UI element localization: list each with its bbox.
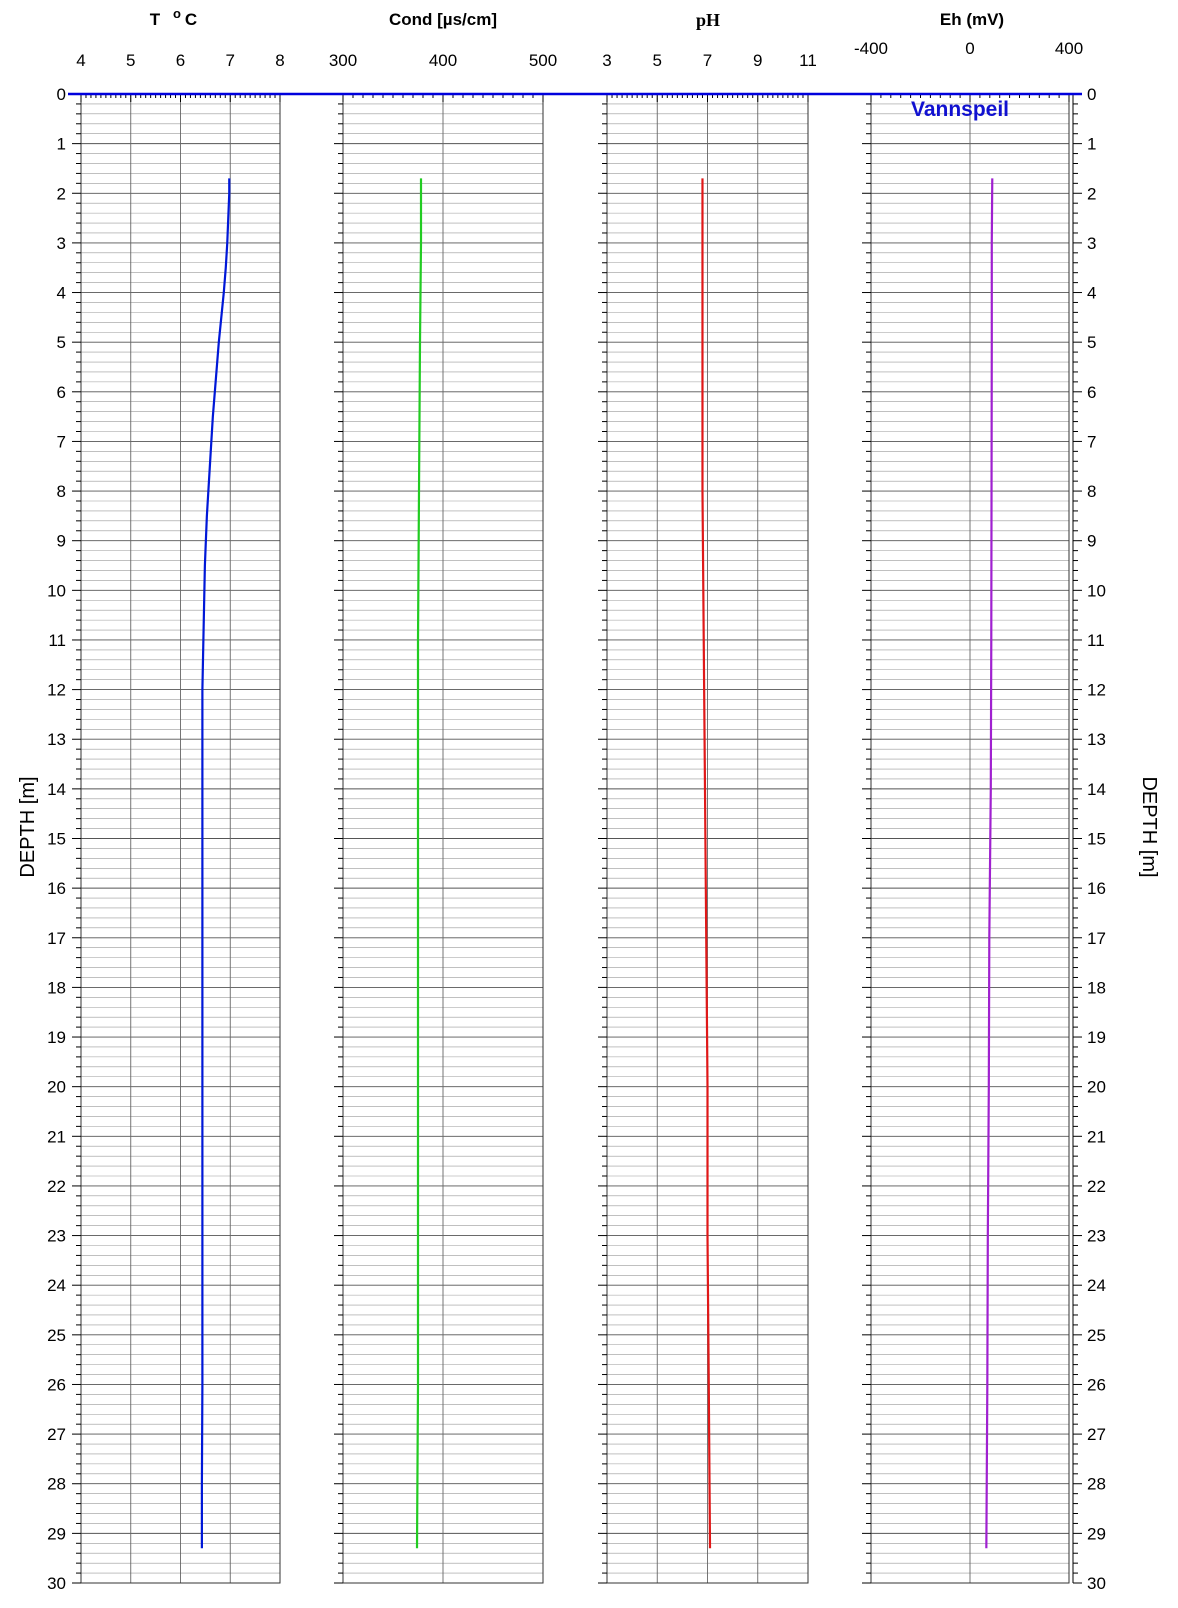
right-depth-tick-label: 29 [1087, 1524, 1106, 1543]
right-depth-tick-label: 23 [1087, 1227, 1106, 1246]
ph-x-tick-label: 9 [753, 51, 762, 70]
right-depth-tick-label: 28 [1087, 1475, 1106, 1494]
left-depth-tick-label: 9 [57, 532, 66, 551]
temperature-title-unit: C [185, 10, 197, 29]
right-depth-tick-label: 2 [1087, 184, 1096, 203]
right-depth-tick-label: 11 [1087, 631, 1105, 650]
right-depth-tick-label: 16 [1087, 879, 1106, 898]
conductivity-x-tick-label: 300 [329, 51, 357, 70]
right-depth-axis-label: DEPTH [m] [1138, 776, 1160, 877]
temperature-x-tick-label: 5 [126, 51, 135, 70]
conductivity-x-tick-label: 500 [529, 51, 557, 70]
left-depth-tick-label: 4 [57, 284, 66, 303]
left-depth-tick-label: 14 [47, 780, 66, 799]
left-depth-tick-label: 30 [47, 1574, 66, 1593]
ph-x-tick-label: 5 [653, 51, 662, 70]
left-depth-tick-label: 20 [47, 1078, 66, 1097]
left-depth-tick-label: 15 [47, 830, 66, 849]
right-depth-tick-label: 0 [1087, 85, 1096, 104]
temperature-series-line [200, 178, 231, 1549]
left-depth-tick-label: 21 [47, 1127, 66, 1146]
eh-series-line [985, 178, 994, 1549]
water-level-label: Vannspeil [911, 98, 1009, 121]
left-depth-tick-label: 22 [47, 1177, 66, 1196]
conductivity-x-tick-label: 400 [429, 51, 457, 70]
right-depth-tick-label: 5 [1087, 333, 1096, 352]
eh-title: Eh (mV) [940, 10, 1004, 29]
right-depth-tick-label: 15 [1087, 830, 1106, 849]
right-depth-tick-label: 8 [1087, 482, 1096, 501]
left-depth-tick-label: 13 [47, 730, 66, 749]
left-depth-tick-label: 11 [48, 631, 66, 650]
left-depth-tick-label: 25 [47, 1326, 66, 1345]
temperature-x-tick-label: 6 [176, 51, 185, 70]
ph-series-line [701, 178, 712, 1549]
left-depth-tick-label: 6 [57, 383, 66, 402]
temperature-title-sup: o [173, 6, 181, 21]
temperature-x-tick-label: 4 [76, 51, 85, 70]
right-depth-tick-label: 18 [1087, 978, 1106, 997]
left-depth-tick-label: 28 [47, 1475, 66, 1494]
eh-x-tick-label: 400 [1055, 39, 1083, 58]
left-depth-axis-label: DEPTH [m] [17, 776, 39, 877]
temperature-x-tick-label: 8 [275, 51, 284, 70]
left-depth-tick-label: 29 [47, 1524, 66, 1543]
right-depth-tick-label: 22 [1087, 1177, 1106, 1196]
left-depth-tick-label: 24 [47, 1276, 66, 1295]
eh-x-tick-label: -400 [854, 39, 888, 58]
temperature-x-tick-label: 7 [226, 51, 235, 70]
left-depth-tick-label: 2 [57, 184, 66, 203]
right-depth-tick-label: 7 [1087, 432, 1096, 451]
right-depth-tick-label: 10 [1087, 581, 1106, 600]
right-depth-tick-label: 19 [1087, 1028, 1106, 1047]
right-depth-tick-label: 26 [1087, 1375, 1106, 1394]
right-depth-tick-label: 25 [1087, 1326, 1106, 1345]
ph-x-tick-label: 3 [602, 51, 611, 70]
left-depth-tick-label: 10 [47, 581, 66, 600]
left-depth-tick-label: 5 [57, 333, 66, 352]
right-depth-tick-label: 21 [1087, 1127, 1106, 1146]
right-depth-tick-label: 30 [1087, 1574, 1106, 1593]
left-depth-tick-label: 12 [47, 681, 66, 700]
left-depth-tick-label: 0 [57, 85, 66, 104]
left-depth-tick-label: 1 [57, 135, 66, 154]
right-depth-tick-label: 9 [1087, 532, 1096, 551]
left-depth-tick-label: 18 [47, 978, 66, 997]
conductivity-title: Cond [µs/cm] [389, 10, 497, 29]
ph-title: pH [696, 10, 720, 30]
right-depth-tick-label: 14 [1087, 780, 1106, 799]
left-depth-tick-label: 8 [57, 482, 66, 501]
right-depth-tick-label: 13 [1087, 730, 1106, 749]
right-depth-tick-label: 12 [1087, 681, 1106, 700]
right-depth-tick-label: 24 [1087, 1276, 1106, 1295]
panel-title-temperature: T o C [150, 6, 197, 29]
left-depth-tick-label: 16 [47, 879, 66, 898]
ph-x-tick-label: 7 [703, 51, 712, 70]
right-depth-tick-label: 20 [1087, 1078, 1106, 1097]
left-depth-tick-label: 7 [57, 432, 66, 451]
conductivity-series-line [415, 178, 423, 1549]
right-depth-tick-label: 4 [1087, 284, 1096, 303]
eh-x-tick-label: 0 [965, 39, 974, 58]
left-depth-tick-label: 3 [57, 234, 66, 253]
temperature-title: T [150, 10, 161, 29]
right-depth-tick-label: 27 [1087, 1425, 1106, 1444]
right-depth-tick-label: 1 [1087, 135, 1096, 154]
left-depth-tick-label: 26 [47, 1375, 66, 1394]
right-depth-tick-label: 6 [1087, 383, 1096, 402]
left-depth-tick-label: 17 [47, 929, 66, 948]
left-depth-tick-label: 19 [47, 1028, 66, 1047]
ph-x-tick-label: 11 [799, 51, 817, 70]
left-depth-tick-label: 27 [47, 1425, 66, 1444]
right-depth-tick-label: 17 [1087, 929, 1106, 948]
left-depth-tick-label: 23 [47, 1227, 66, 1246]
right-depth-tick-label: 3 [1087, 234, 1096, 253]
